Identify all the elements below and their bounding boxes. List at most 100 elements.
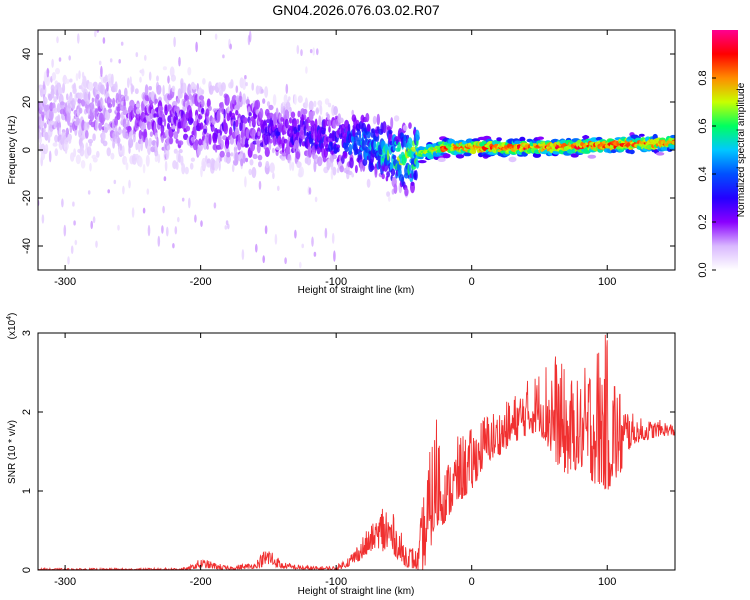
spectrogram-cell bbox=[348, 170, 353, 176]
colorbar-label: Normalized spectral amplitude bbox=[736, 82, 747, 217]
spectrogram-cell bbox=[107, 103, 113, 108]
spectrogram-cell bbox=[122, 145, 125, 157]
spectrogram-cell bbox=[176, 97, 181, 104]
spectrogram-cell bbox=[180, 78, 184, 87]
spectrogram-cell bbox=[129, 76, 132, 86]
spectrogram-cell bbox=[96, 150, 100, 158]
spectrogram-cell bbox=[167, 122, 170, 130]
spectrogram-cell bbox=[73, 148, 77, 158]
x-tick-label: 0 bbox=[469, 276, 475, 288]
spectrogram-cell bbox=[173, 131, 179, 140]
spectrogram-cell bbox=[38, 137, 43, 144]
spectrogram-cell bbox=[161, 127, 164, 134]
spectrogram-cell bbox=[96, 94, 100, 100]
spectrogram-cell bbox=[124, 157, 128, 164]
snr-x-label: Height of straight line (km) bbox=[298, 586, 415, 597]
spectrogram-cell bbox=[66, 112, 71, 124]
spectrogram-cell bbox=[245, 98, 250, 105]
spectrogram-cell bbox=[96, 30, 100, 33]
spectrogram-cell bbox=[330, 163, 334, 171]
spectrogram-cell bbox=[115, 131, 120, 138]
spectrogram-cell bbox=[78, 70, 81, 80]
spectrogram-cell bbox=[159, 106, 164, 112]
y-tick-label: 0 bbox=[21, 147, 33, 153]
spectrogram-cell bbox=[343, 151, 348, 159]
spectrogram-cell bbox=[124, 87, 128, 98]
spectrogram-cell bbox=[285, 146, 291, 156]
spectrogram-cell bbox=[669, 144, 675, 149]
spectrogram-cell bbox=[206, 163, 212, 168]
spectrogram-cell bbox=[230, 152, 234, 157]
x-tick-label: -200 bbox=[190, 576, 212, 588]
spectrogram-cell bbox=[352, 128, 356, 137]
spectrogram-cell bbox=[236, 139, 242, 151]
spectrogram-cell bbox=[52, 107, 58, 114]
spectrogram-cell bbox=[224, 94, 230, 106]
spectrogram-cell bbox=[177, 216, 180, 223]
spectrogram-cell bbox=[158, 96, 162, 103]
spectrogram-cell bbox=[411, 146, 417, 152]
spectrogram-cell bbox=[128, 179, 131, 189]
spectrogram-cell bbox=[537, 136, 544, 140]
spectrogram-cell bbox=[311, 236, 314, 247]
spectrogram-cell bbox=[112, 97, 116, 108]
spectrogram-cell bbox=[359, 161, 363, 173]
spectrogram-cell bbox=[508, 156, 517, 163]
spectrogram-cell bbox=[185, 125, 191, 132]
spectrogram-cell bbox=[56, 36, 59, 44]
spectrogram-cell bbox=[242, 78, 247, 91]
colorbar-tick-label: 0.8 bbox=[697, 70, 709, 85]
spectrogram-cell bbox=[43, 96, 48, 105]
spectrogram-cell bbox=[587, 154, 597, 159]
spectrogram-cell bbox=[223, 108, 226, 119]
spectrogram-cell bbox=[109, 58, 113, 63]
spectrogram-cell bbox=[108, 108, 112, 114]
spectrogram-cell bbox=[294, 139, 299, 150]
spectrogram-cell bbox=[330, 141, 334, 151]
spectrogram-cell bbox=[229, 43, 232, 50]
spectrogram-cell bbox=[386, 126, 392, 131]
spectrogram-cell bbox=[302, 108, 308, 115]
spectrogram-cell bbox=[618, 148, 625, 152]
spectrogram-cell bbox=[218, 107, 221, 114]
spectrogram-cell bbox=[112, 140, 115, 149]
spectrogram-cell bbox=[162, 85, 165, 97]
spectrogram-cell bbox=[142, 207, 146, 214]
spectrogram-cell bbox=[415, 129, 420, 142]
y-tick-label: 1 bbox=[21, 488, 33, 494]
spectrogram-cell bbox=[240, 158, 244, 167]
spectrogram-cell bbox=[387, 196, 391, 202]
spectrogram-cell bbox=[339, 165, 345, 173]
spectrogram-cell bbox=[244, 176, 247, 188]
spectrogram-cell bbox=[102, 37, 106, 44]
spectrogram-cell bbox=[463, 152, 472, 157]
spectrogram-cell bbox=[159, 114, 163, 127]
spectrogram-cell bbox=[162, 205, 165, 214]
spectrogram-cell bbox=[90, 220, 93, 230]
spectrogram-cell bbox=[366, 130, 371, 139]
spectrogram-cell bbox=[171, 85, 176, 93]
spectrogram-cell bbox=[110, 152, 115, 160]
spectrogram-cell bbox=[224, 225, 228, 230]
y-tick-label: 0 bbox=[21, 567, 33, 573]
colorbar-tick-label: 0.6 bbox=[697, 118, 709, 133]
spectrogram-cell bbox=[79, 147, 85, 157]
spectrogram-cell bbox=[187, 66, 192, 76]
spectrogram-cell bbox=[195, 41, 198, 53]
spectrogram-cell bbox=[392, 145, 396, 152]
spectrogram-cell bbox=[331, 232, 335, 244]
spectrogram-cell bbox=[43, 122, 47, 129]
spectrogram-cell bbox=[392, 154, 397, 160]
spectrogram-cell bbox=[225, 136, 230, 149]
spectrogram-cell bbox=[72, 201, 75, 207]
spectrogram-cell bbox=[138, 129, 143, 140]
spectrogram-cell bbox=[388, 131, 393, 144]
colorbar-tick-label: 0.0 bbox=[697, 262, 709, 277]
spectrogram-cell bbox=[241, 249, 245, 261]
spectrogram-cell bbox=[237, 133, 241, 143]
spectrogram-cell bbox=[293, 94, 297, 106]
spectrogram-cell bbox=[652, 133, 658, 140]
spectrogram-cell bbox=[437, 157, 446, 162]
spectrogram-cell bbox=[442, 153, 451, 159]
spectrogram-cell bbox=[87, 139, 94, 144]
